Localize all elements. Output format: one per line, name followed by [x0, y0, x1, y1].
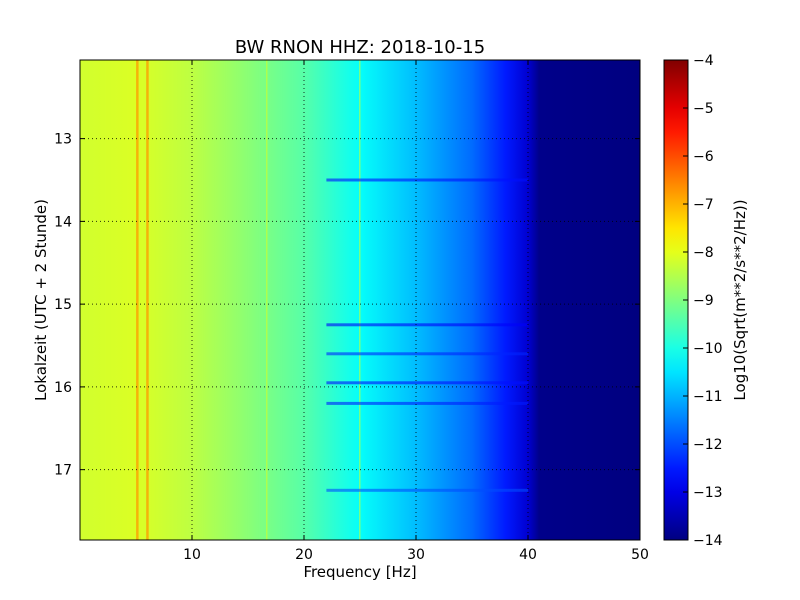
narrowband-line-3: [359, 60, 361, 540]
narrowband-line-1: [146, 60, 149, 540]
colorbar-tick-label: −11: [693, 389, 723, 405]
x-tick-label: 10: [183, 547, 201, 563]
grid-lines: [80, 60, 640, 540]
x-tick-label: 40: [519, 547, 537, 563]
colorbar-label: Log10(Sqrt(m**2/s**2/Hz)): [731, 199, 749, 400]
y-axis-label: Lokalzeit (UTC + 2 Stunde): [32, 199, 50, 401]
colorbar-tick-label: −8: [693, 245, 714, 261]
colorbar-tick-label: −10: [693, 341, 723, 357]
broadband-band-5: [326, 488, 528, 492]
colorbar-tick-label: −12: [693, 437, 723, 453]
y-tick-label: 16: [54, 380, 72, 396]
heatmap-features: [136, 60, 528, 540]
y-tick-label: 14: [54, 214, 72, 230]
x-tick-label: 50: [631, 547, 649, 563]
colorbar-tick-label: −4: [693, 53, 714, 69]
colorbar-ticks: −4 −5 −6 −7 −8 −9 −10 −11 −12 −13 −14: [683, 53, 723, 549]
plot-frame: [79, 59, 641, 541]
narrowband-line-2: [266, 60, 268, 540]
plot-area: 10 20 30 40 50 13 14 15 16 17: [54, 59, 649, 563]
colorbar: −4 −5 −6 −7 −8 −9 −10 −11 −12 −13 −14 Log10(Sqrt(m…: [663, 53, 749, 549]
broadband-band-1: [326, 323, 528, 327]
broadband-band-0: [326, 178, 528, 182]
x-tick-label: 20: [295, 547, 313, 563]
broadband-band-2: [326, 352, 528, 356]
colorbar-tick-label: −7: [693, 197, 714, 213]
colorbar-tick-label: −5: [693, 101, 714, 117]
x-axis-ticks: 10 20 30 40 50: [183, 60, 649, 563]
x-axis-label: Frequency [Hz]: [303, 563, 416, 581]
y-tick-label: 17: [54, 463, 72, 479]
colorbar-tick-label: −13: [693, 485, 723, 501]
y-tick-label: 15: [54, 297, 72, 313]
broadband-band-4: [326, 401, 528, 405]
colorbar-tick-label: −9: [693, 293, 714, 309]
y-axis-ticks: 13 14 15 16 17: [54, 132, 640, 479]
x-tick-label: 30: [407, 547, 425, 563]
broadband-band-3: [326, 381, 528, 385]
colorbar-tick-label: −14: [693, 533, 723, 549]
y-tick-label: 13: [54, 132, 72, 148]
narrowband-line-0: [136, 60, 139, 540]
colorbar-tick-label: −6: [693, 149, 714, 165]
chart-title: BW RNON HHZ: 2018-10-15: [235, 37, 485, 58]
